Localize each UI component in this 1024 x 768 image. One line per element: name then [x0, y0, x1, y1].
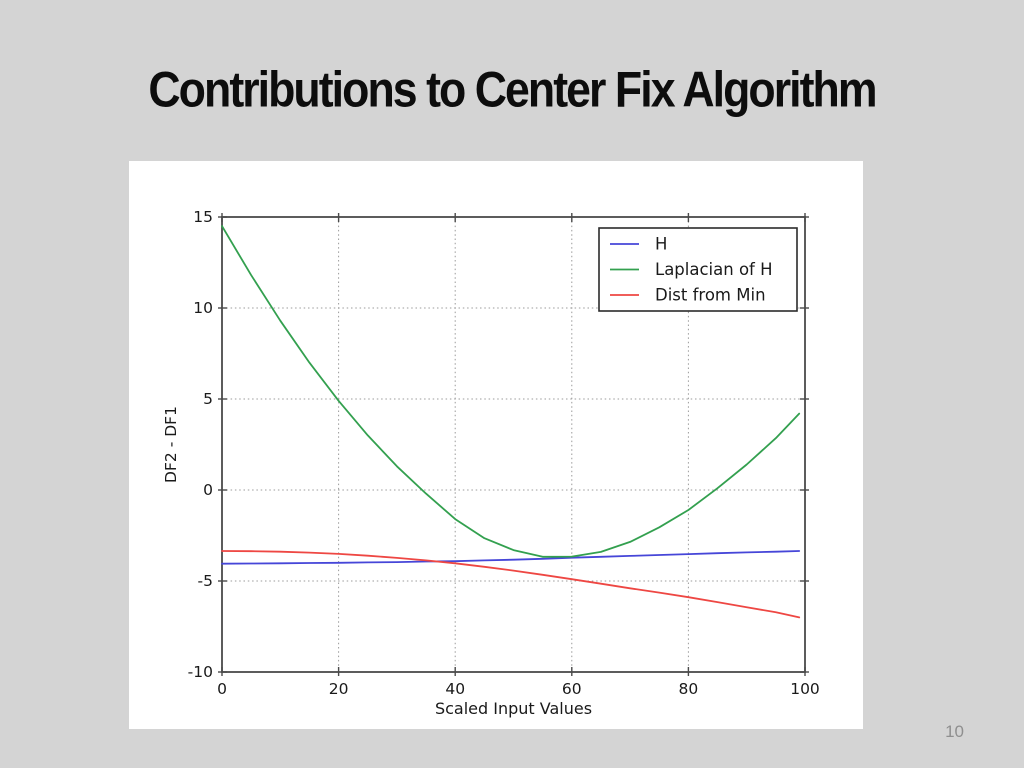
center-fix-chart: 0 20 40 60 80 100 15 10 5 0 -5 -10 Scaled Input Valu…	[162, 208, 820, 718]
plot-frame	[221, 216, 806, 673]
legend-label: Dist from Min	[655, 286, 766, 305]
series-line-laplacian-of-h	[221, 225, 801, 558]
chart-panel: 0 20 40 60 80 100 15 10 5 0 -5 -10 Scaled Input Valu…	[129, 161, 863, 729]
series-line-dist-from-min	[221, 550, 801, 619]
series-line-h	[221, 550, 801, 565]
x-tick-label: 40	[445, 680, 465, 698]
x-tick-label: 20	[329, 680, 349, 698]
y-tick-label: 15	[193, 208, 213, 226]
slide-title: Contributions to Center Fix Algorithm	[148, 60, 877, 118]
y-tick-label: -10	[188, 663, 213, 681]
x-tick-label: 60	[562, 680, 582, 698]
page-number: 10	[945, 722, 964, 741]
x-axis-label: Scaled Input Values	[435, 699, 592, 718]
y-axis-label: DF2 - DF1	[162, 406, 180, 483]
y-tick-label: 5	[203, 390, 213, 408]
legend-label: H	[655, 235, 667, 254]
y-tick-label: 0	[203, 481, 213, 499]
y-tick-label: -5	[198, 572, 213, 590]
y-tick-label: 10	[193, 299, 213, 317]
x-tick-label: 0	[217, 680, 227, 698]
x-tick-label: 100	[790, 680, 820, 698]
x-tick-label: 80	[679, 680, 699, 698]
legend-label: Laplacian of H	[655, 260, 773, 279]
